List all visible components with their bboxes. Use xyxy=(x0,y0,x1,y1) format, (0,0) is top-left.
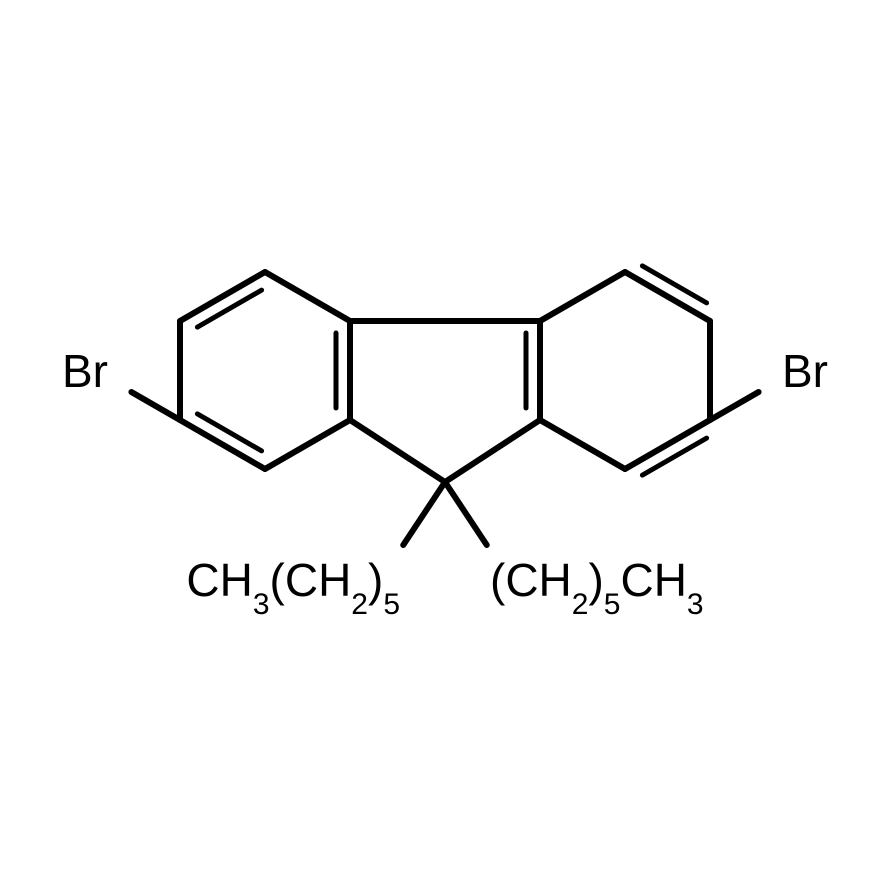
label-hexyl-right: (CH2)5CH3 xyxy=(490,554,704,621)
label-br-right: Br xyxy=(782,345,828,397)
label-hexyl-left: CH3(CH2)5 xyxy=(186,554,400,621)
molecule-canvas: Br Br CH3(CH2)5 (CH2)5CH3 xyxy=(0,0,890,890)
label-br-left: Br xyxy=(62,345,108,397)
